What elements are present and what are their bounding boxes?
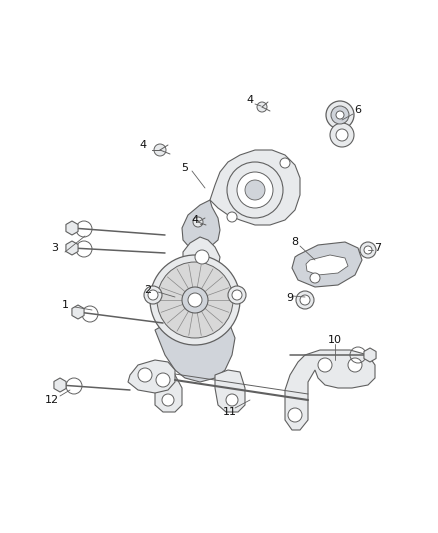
Polygon shape	[292, 242, 362, 287]
Polygon shape	[215, 370, 245, 412]
Polygon shape	[285, 350, 375, 430]
Circle shape	[336, 111, 344, 119]
Text: 1: 1	[61, 300, 68, 310]
Polygon shape	[128, 360, 175, 393]
Circle shape	[232, 290, 242, 300]
Circle shape	[257, 102, 267, 112]
Polygon shape	[183, 237, 220, 277]
Circle shape	[280, 158, 290, 168]
Circle shape	[296, 291, 314, 309]
Circle shape	[227, 162, 283, 218]
Text: 7: 7	[374, 243, 381, 253]
Polygon shape	[182, 200, 220, 250]
Circle shape	[195, 250, 209, 264]
Text: 5: 5	[181, 163, 188, 173]
Circle shape	[144, 286, 162, 304]
Circle shape	[318, 358, 332, 372]
Text: 8: 8	[291, 237, 299, 247]
Polygon shape	[66, 221, 78, 235]
Circle shape	[245, 180, 265, 200]
Text: 12: 12	[45, 395, 59, 405]
Circle shape	[148, 290, 158, 300]
Polygon shape	[54, 378, 66, 392]
Text: 4: 4	[191, 215, 198, 225]
Circle shape	[157, 262, 233, 338]
Polygon shape	[155, 370, 182, 412]
Circle shape	[310, 273, 320, 283]
Circle shape	[154, 144, 166, 156]
Circle shape	[138, 368, 152, 382]
Text: 4: 4	[247, 95, 254, 105]
Circle shape	[360, 242, 376, 258]
Text: 6: 6	[354, 105, 361, 115]
Circle shape	[326, 101, 354, 129]
Circle shape	[226, 394, 238, 406]
Polygon shape	[155, 315, 235, 382]
Circle shape	[156, 373, 170, 387]
Polygon shape	[306, 255, 348, 275]
Circle shape	[182, 287, 208, 313]
Polygon shape	[210, 150, 300, 225]
Text: 4: 4	[139, 140, 147, 150]
Circle shape	[188, 293, 202, 307]
Text: 9: 9	[286, 293, 293, 303]
Circle shape	[228, 286, 246, 304]
Circle shape	[162, 394, 174, 406]
Circle shape	[300, 295, 310, 305]
Circle shape	[227, 212, 237, 222]
Circle shape	[364, 246, 372, 254]
Circle shape	[288, 408, 302, 422]
Polygon shape	[364, 348, 376, 362]
Text: 3: 3	[52, 243, 59, 253]
Circle shape	[237, 172, 273, 208]
Polygon shape	[66, 241, 78, 255]
Circle shape	[348, 358, 362, 372]
Text: 10: 10	[328, 335, 342, 345]
Circle shape	[331, 106, 349, 124]
Polygon shape	[72, 305, 84, 319]
Text: 2: 2	[145, 285, 152, 295]
Text: 11: 11	[223, 407, 237, 417]
Circle shape	[193, 217, 203, 227]
Circle shape	[336, 129, 348, 141]
Circle shape	[330, 123, 354, 147]
Circle shape	[150, 255, 240, 345]
